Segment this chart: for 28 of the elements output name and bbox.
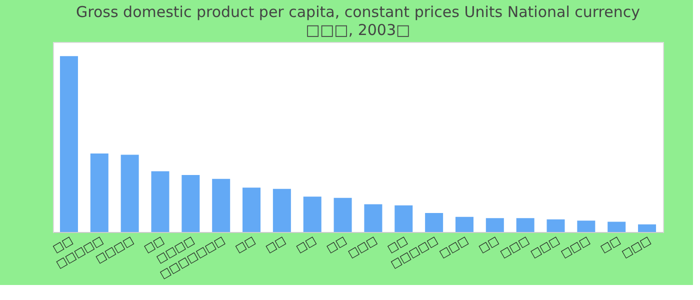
bar (90, 154, 108, 232)
x-tick-label: □□ (294, 234, 318, 256)
bar (638, 224, 656, 232)
bar (608, 222, 626, 232)
bar (334, 198, 352, 232)
x-tick-label: □□ (233, 234, 258, 256)
x-tick-label: □□ (324, 234, 349, 256)
x-tick-label: □□ (598, 234, 623, 256)
bar (212, 178, 230, 232)
bar (486, 218, 504, 232)
bar (120, 154, 139, 232)
x-tick-label: □□ (476, 234, 501, 256)
bar (455, 216, 474, 232)
bar (516, 218, 534, 232)
bar (425, 213, 444, 232)
bar (577, 220, 596, 232)
chart-subtitle: □□□, 2003□ (306, 21, 410, 39)
bar (182, 175, 200, 232)
bar (242, 188, 261, 232)
bar (546, 219, 565, 232)
x-tick-label: □□ (263, 234, 288, 256)
chart-title: Gross domestic product per capita, constant prices Units National currency (76, 3, 640, 21)
bar (272, 188, 291, 232)
bar (394, 205, 413, 232)
bar (364, 204, 382, 232)
bar (303, 196, 322, 232)
bar (151, 171, 170, 232)
bar (60, 56, 78, 232)
